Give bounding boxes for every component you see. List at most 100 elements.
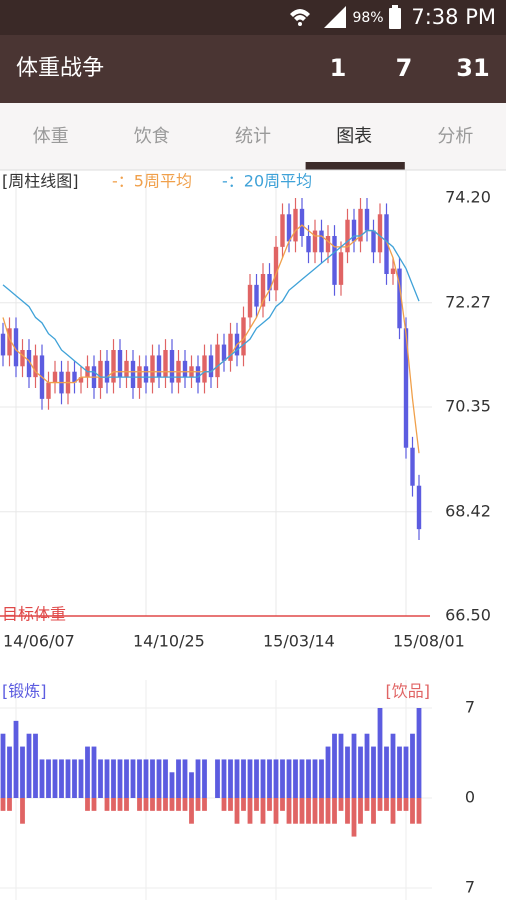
candle-body (312, 230, 318, 253)
tab-indicator (305, 162, 405, 170)
candle-body (299, 208, 305, 236)
bar (137, 798, 142, 811)
bar (156, 759, 162, 798)
tab[interactable]: 饮食 (134, 126, 170, 147)
bar (273, 798, 279, 824)
bar (7, 746, 12, 798)
candle-body (338, 252, 344, 285)
bar (163, 798, 168, 811)
bar (267, 798, 272, 811)
bar (195, 759, 201, 798)
bar (416, 708, 422, 798)
bar (345, 746, 350, 798)
bar (234, 759, 240, 798)
bar (130, 759, 136, 798)
app-counts: 1 7 31 (330, 54, 490, 82)
bar (280, 759, 285, 798)
bar (85, 798, 90, 811)
bar (98, 759, 103, 798)
candle-body (163, 350, 168, 378)
candle-body (228, 333, 233, 361)
bar (78, 759, 84, 798)
bar (156, 798, 162, 811)
bar (371, 746, 376, 798)
x-tick-label: 14/10/25 (133, 632, 205, 651)
candle-body (241, 317, 246, 356)
legend-entry: -：20周平均 (222, 172, 312, 191)
tabs: 体重 饮食 统计 图表 分析 (33, 126, 473, 170)
candle-body (130, 360, 136, 388)
bar (364, 733, 370, 798)
candle-body (403, 328, 409, 448)
candle-body (293, 208, 298, 242)
bar (46, 759, 51, 798)
x-tick-label: 15/03/14 (263, 632, 335, 651)
candle-body (72, 371, 77, 383)
count: 7 (396, 54, 413, 82)
y-tick-label: 72.27 (445, 292, 491, 311)
bar (371, 798, 376, 824)
bar (293, 798, 298, 824)
bar (228, 798, 233, 811)
candle-body (358, 208, 363, 242)
chart-title: [周柱线图] (2, 172, 79, 191)
clock: 7:38 PM (411, 5, 496, 29)
candle-body (273, 246, 279, 291)
tab[interactable]: 统计 (235, 126, 271, 147)
bar (312, 798, 318, 824)
bar (234, 798, 240, 824)
bar (377, 708, 383, 798)
bar (416, 798, 422, 824)
bar (332, 798, 337, 824)
average-line (2, 229, 420, 378)
legend-entry: -：5周平均 (112, 172, 192, 191)
bar (358, 746, 363, 798)
candle-body (111, 350, 116, 383)
candle-body (410, 447, 415, 486)
bar (267, 759, 272, 798)
candle-body (260, 274, 266, 307)
bar (338, 733, 344, 798)
x-tick-label: 14/06/07 (3, 632, 75, 651)
bar (260, 798, 266, 824)
bar (364, 798, 370, 811)
candle-body (267, 274, 272, 291)
candle-body (78, 377, 84, 383)
bar (39, 759, 45, 798)
bar (221, 798, 227, 811)
bar (202, 759, 207, 798)
candle-body (364, 208, 370, 231)
bar (351, 798, 357, 837)
tab[interactable]: 体重 (33, 126, 69, 147)
bar (169, 772, 175, 798)
bar (111, 798, 116, 811)
bar (182, 798, 188, 811)
y-tick-label: 68.42 (445, 501, 491, 520)
signal-icon (324, 6, 346, 28)
bar (306, 798, 311, 824)
app-bar (0, 35, 506, 103)
bar (65, 759, 71, 798)
bar (338, 798, 344, 811)
tab[interactable]: 分析 (437, 126, 473, 147)
bar (286, 759, 292, 798)
bar (150, 759, 155, 798)
candle-body (104, 360, 110, 383)
y-tick-label: 66.50 (445, 606, 491, 625)
bar (20, 746, 25, 798)
bar (299, 759, 305, 798)
bar (319, 798, 324, 824)
bar (286, 798, 292, 824)
legend-entry: [饮品] (386, 682, 431, 701)
status-bar (0, 0, 506, 35)
tab[interactable]: 图表 (336, 126, 372, 147)
candle-body (384, 214, 389, 274)
candle-body (117, 350, 123, 378)
bar (176, 798, 181, 811)
battery-icon (389, 8, 401, 29)
bar (397, 798, 402, 811)
wifi-icon (290, 9, 310, 21)
candle-body (254, 284, 259, 307)
candle-body (7, 328, 12, 356)
